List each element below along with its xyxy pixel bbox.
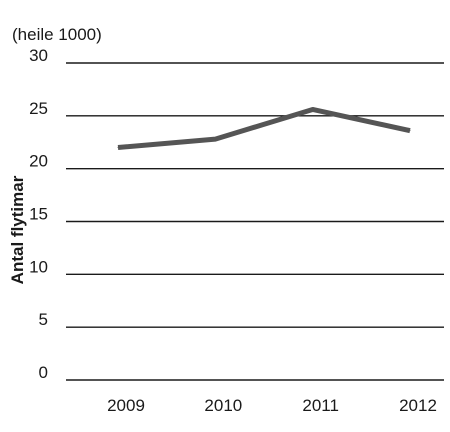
data-point bbox=[409, 130, 411, 132]
x-tick-labels: 2009 2010 2011 2012 bbox=[107, 396, 437, 415]
y-tick-label: 20 bbox=[29, 152, 48, 171]
data-point bbox=[214, 138, 216, 140]
x-tick-label: 2011 bbox=[302, 396, 339, 415]
series-group bbox=[117, 106, 411, 151]
y-tick-label: 5 bbox=[39, 310, 48, 329]
y-tick-label: 15 bbox=[29, 205, 48, 224]
data-point bbox=[312, 108, 314, 110]
x-tick-label: 2012 bbox=[399, 396, 437, 415]
y-axis-label: Antal flytimar bbox=[8, 175, 27, 284]
y-tick-label: 30 bbox=[29, 46, 48, 65]
y-tick-labels: 0 5 10 15 20 25 30 bbox=[29, 46, 48, 382]
series-line bbox=[117, 106, 411, 151]
data-point bbox=[117, 147, 119, 149]
y-tick-label: 25 bbox=[29, 99, 48, 118]
x-tick-label: 2009 bbox=[107, 396, 145, 415]
x-tick-label: 2010 bbox=[204, 396, 242, 415]
y-tick-label: 0 bbox=[39, 363, 48, 382]
y-tick-label: 10 bbox=[29, 257, 48, 276]
gridlines bbox=[66, 62, 444, 381]
unit-note: (heile 1000) bbox=[12, 25, 102, 44]
